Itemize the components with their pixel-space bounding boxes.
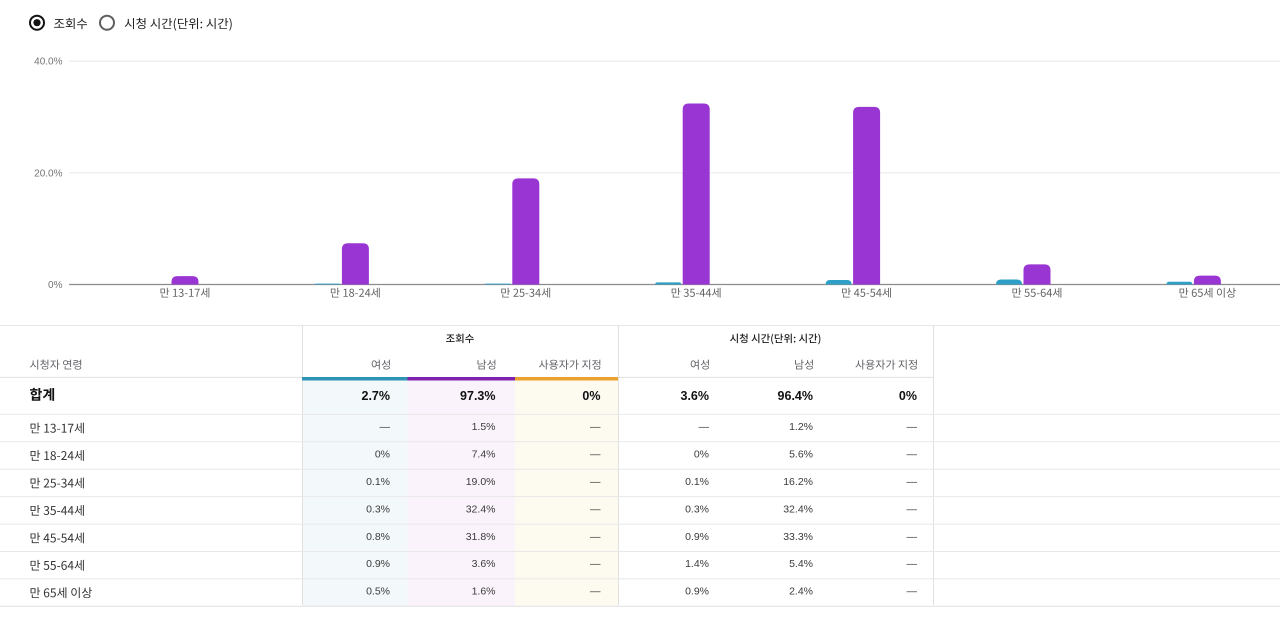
- svg-text:—: —: [907, 448, 918, 460]
- svg-text:2.4%: 2.4%: [789, 586, 813, 598]
- svg-text:97.3%: 97.3%: [460, 389, 495, 403]
- svg-text:—: —: [590, 531, 601, 543]
- svg-text:19.0%: 19.0%: [466, 476, 496, 488]
- svg-text:—: —: [907, 531, 918, 543]
- svg-text:—: —: [590, 421, 601, 433]
- svg-text:0%: 0%: [694, 448, 709, 460]
- svg-text:32.4%: 32.4%: [783, 503, 813, 515]
- svg-text:—: —: [590, 476, 601, 488]
- svg-text:0.3%: 0.3%: [366, 503, 390, 515]
- svg-text:—: —: [699, 421, 710, 433]
- svg-text:0%: 0%: [582, 389, 600, 403]
- svg-text:0.1%: 0.1%: [366, 476, 390, 488]
- svg-text:33.3%: 33.3%: [783, 531, 813, 543]
- svg-text:0.9%: 0.9%: [685, 531, 709, 543]
- svg-text:96.4%: 96.4%: [778, 389, 813, 403]
- svg-text:—: —: [590, 503, 601, 515]
- svg-text:0.3%: 0.3%: [685, 503, 709, 515]
- svg-text:—: —: [907, 476, 918, 488]
- svg-text:—: —: [380, 421, 391, 433]
- svg-text:20.0%: 20.0%: [34, 169, 62, 180]
- svg-text:32.4%: 32.4%: [466, 503, 496, 515]
- svg-text:16.2%: 16.2%: [783, 476, 813, 488]
- svg-text:—: —: [590, 448, 601, 460]
- svg-text:1.5%: 1.5%: [472, 421, 496, 433]
- svg-text:0.8%: 0.8%: [366, 531, 390, 543]
- svg-text:5.6%: 5.6%: [789, 448, 813, 460]
- svg-text:—: —: [907, 586, 918, 598]
- svg-text:0%: 0%: [375, 448, 390, 460]
- svg-text:—: —: [907, 421, 918, 433]
- svg-text:0.9%: 0.9%: [685, 586, 709, 598]
- svg-text:0.9%: 0.9%: [366, 558, 390, 570]
- svg-text:0%: 0%: [899, 389, 917, 403]
- svg-text:3.6%: 3.6%: [472, 558, 496, 570]
- svg-text:0%: 0%: [48, 280, 63, 291]
- svg-text:1.6%: 1.6%: [472, 586, 496, 598]
- svg-text:2.7%: 2.7%: [362, 389, 391, 403]
- svg-text:0.5%: 0.5%: [366, 586, 390, 598]
- svg-text:—: —: [590, 558, 601, 570]
- svg-text:—: —: [907, 503, 918, 515]
- svg-text:—: —: [907, 558, 918, 570]
- svg-text:7.4%: 7.4%: [472, 448, 496, 460]
- svg-text:5.4%: 5.4%: [789, 558, 813, 570]
- svg-text:40.0%: 40.0%: [34, 56, 62, 67]
- svg-text:1.2%: 1.2%: [789, 421, 813, 433]
- svg-text:0.1%: 0.1%: [685, 476, 709, 488]
- svg-text:—: —: [590, 586, 601, 598]
- svg-text:31.8%: 31.8%: [466, 531, 496, 543]
- svg-text:3.6%: 3.6%: [681, 389, 710, 403]
- svg-text:1.4%: 1.4%: [685, 558, 709, 570]
